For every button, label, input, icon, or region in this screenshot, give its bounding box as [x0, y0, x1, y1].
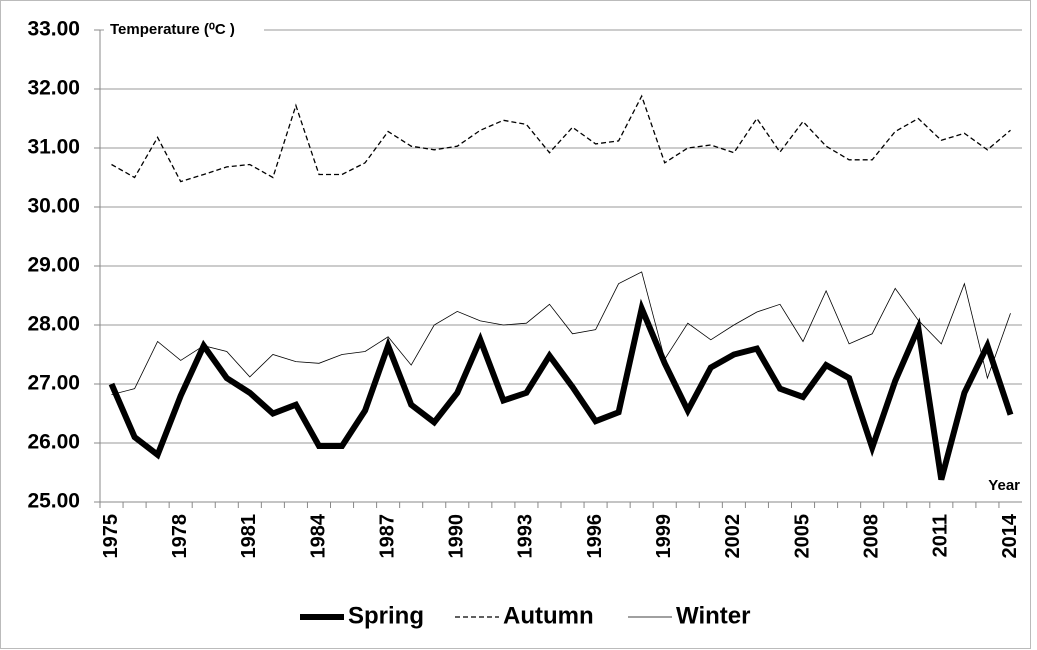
- x-tick-label: 2008: [860, 514, 882, 559]
- y-tick-label: 30.00: [27, 195, 80, 218]
- x-tick-label: 1987: [376, 514, 398, 559]
- x-tick-label: 2002: [722, 514, 744, 559]
- y-axis-title: Temperature (⁰C ): [110, 21, 235, 38]
- y-tick-label: 32.00: [27, 77, 80, 100]
- x-tick-label: 1984: [307, 513, 329, 558]
- y-tick-label: 26.00: [27, 431, 80, 454]
- x-tick-label: 1975: [100, 514, 122, 559]
- legend-label: Winter: [676, 602, 750, 629]
- x-tick-label: 1981: [238, 514, 260, 559]
- y-tick-label: 31.00: [27, 136, 80, 159]
- axis-title-bg: [104, 18, 264, 42]
- x-tick-label: 2014: [999, 513, 1021, 558]
- x-tick-label: 2011: [930, 514, 952, 557]
- x-tick-label: 1993: [515, 514, 537, 559]
- x-tick-label: 2005: [791, 514, 813, 559]
- series-line: [111, 271, 1011, 395]
- x-tick-label: 1999: [653, 514, 675, 559]
- series-line: [108, 298, 1014, 481]
- y-tick-label: 29.00: [27, 254, 80, 277]
- x-tick-label: 1996: [584, 514, 606, 559]
- x-tick-label: 1990: [446, 514, 468, 559]
- y-tick-label: 27.00: [27, 372, 80, 395]
- legend-label: Spring: [348, 602, 424, 629]
- x-axis-title: Year: [988, 477, 1020, 494]
- y-tick-label: 28.00: [27, 313, 80, 336]
- legend-label: Autumn: [503, 602, 594, 629]
- y-tick-label: 33.00: [27, 18, 80, 41]
- y-tick-label: 25.00: [27, 490, 80, 513]
- series-line: [111, 94, 1011, 183]
- x-tick-label: 1978: [169, 514, 191, 559]
